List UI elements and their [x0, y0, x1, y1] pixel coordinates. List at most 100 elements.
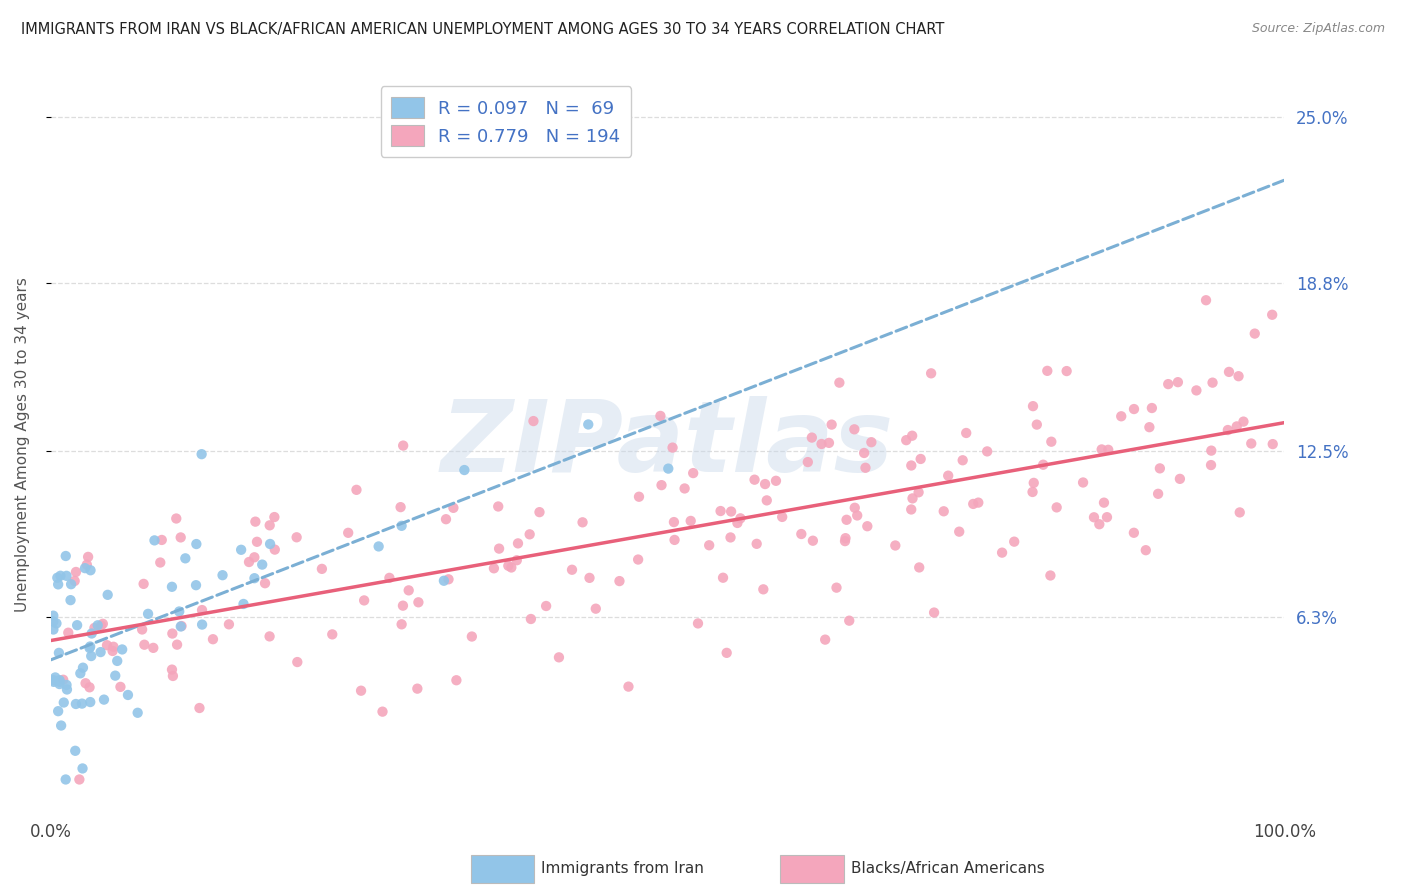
- Point: [506, 553, 529, 567]
- Point: [111, 642, 134, 657]
- Point: [337, 525, 360, 540]
- Point: [79, 681, 101, 695]
- Point: [79, 640, 101, 654]
- Legend: R = 0.097   N =  69, R = 0.779   N = 194: R = 0.097 N = 69, R = 0.779 N = 194: [381, 87, 631, 157]
- Point: [522, 414, 544, 428]
- Point: [810, 437, 832, 451]
- Point: [1157, 377, 1180, 392]
- Point: [744, 473, 766, 487]
- Point: [962, 497, 984, 511]
- Point: [1229, 505, 1251, 519]
- Point: [90, 645, 112, 659]
- Point: [1240, 436, 1263, 450]
- Point: [231, 542, 253, 557]
- Point: [825, 581, 848, 595]
- Point: [1261, 437, 1284, 451]
- Point: [501, 560, 523, 574]
- Point: [389, 500, 412, 515]
- Point: [391, 617, 413, 632]
- Point: [66, 618, 89, 632]
- Point: [534, 599, 557, 613]
- Point: [1032, 458, 1054, 472]
- Point: [201, 632, 224, 647]
- Point: [920, 367, 942, 381]
- Point: [131, 623, 153, 637]
- Point: [627, 490, 650, 504]
- Text: IMMIGRANTS FROM IRAN VS BLACK/AFRICAN AMERICAN UNEMPLOYMENT AMONG AGES 30 TO 34 : IMMIGRANTS FROM IRAN VS BLACK/AFRICAN AM…: [21, 22, 945, 37]
- Point: [1195, 293, 1218, 308]
- Point: [571, 516, 593, 530]
- Point: [433, 574, 456, 588]
- Point: [720, 504, 742, 518]
- Point: [391, 518, 413, 533]
- Point: [1040, 434, 1063, 449]
- Point: [900, 502, 922, 516]
- Point: [371, 705, 394, 719]
- Point: [1201, 376, 1223, 390]
- Point: [720, 531, 742, 545]
- Point: [83, 621, 105, 635]
- Point: [1083, 510, 1105, 524]
- Point: [101, 644, 124, 658]
- Point: [1147, 487, 1170, 501]
- Point: [46, 577, 69, 591]
- Point: [184, 578, 207, 592]
- Point: [80, 648, 103, 663]
- Point: [79, 640, 101, 655]
- Point: [835, 513, 858, 527]
- Point: [1232, 415, 1254, 429]
- Point: [134, 638, 156, 652]
- Point: [250, 558, 273, 572]
- Point: [1168, 472, 1191, 486]
- Point: [846, 508, 869, 523]
- Point: [42, 673, 65, 687]
- Point: [976, 444, 998, 458]
- Point: [232, 597, 254, 611]
- Point: [218, 617, 240, 632]
- Point: [149, 556, 172, 570]
- Point: [548, 650, 571, 665]
- Point: [834, 531, 856, 545]
- Point: [856, 519, 879, 533]
- Point: [48, 646, 70, 660]
- Point: [662, 515, 685, 529]
- Point: [498, 558, 520, 573]
- Point: [529, 505, 551, 519]
- Point: [561, 563, 583, 577]
- Point: [350, 683, 373, 698]
- Point: [166, 638, 188, 652]
- Point: [191, 617, 214, 632]
- Point: [745, 537, 768, 551]
- Point: [191, 603, 214, 617]
- Point: [73, 561, 96, 575]
- Point: [44, 670, 66, 684]
- Point: [709, 504, 731, 518]
- Point: [162, 669, 184, 683]
- Point: [755, 493, 778, 508]
- Point: [922, 606, 945, 620]
- Point: [69, 666, 91, 681]
- Point: [907, 485, 929, 500]
- Point: [63, 574, 86, 588]
- Point: [627, 552, 650, 566]
- Point: [901, 428, 924, 442]
- Point: [437, 572, 460, 586]
- Point: [55, 569, 77, 583]
- Point: [1002, 534, 1025, 549]
- Point: [72, 761, 94, 775]
- Point: [97, 588, 120, 602]
- Point: [211, 568, 233, 582]
- Point: [72, 661, 94, 675]
- Point: [186, 537, 208, 551]
- Point: [56, 682, 79, 697]
- Point: [49, 568, 72, 582]
- Point: [754, 477, 776, 491]
- Point: [576, 417, 599, 432]
- Point: [1039, 568, 1062, 582]
- Point: [392, 439, 415, 453]
- Point: [48, 673, 70, 688]
- Point: [46, 571, 69, 585]
- Point: [434, 512, 457, 526]
- Point: [136, 607, 159, 621]
- Point: [790, 527, 813, 541]
